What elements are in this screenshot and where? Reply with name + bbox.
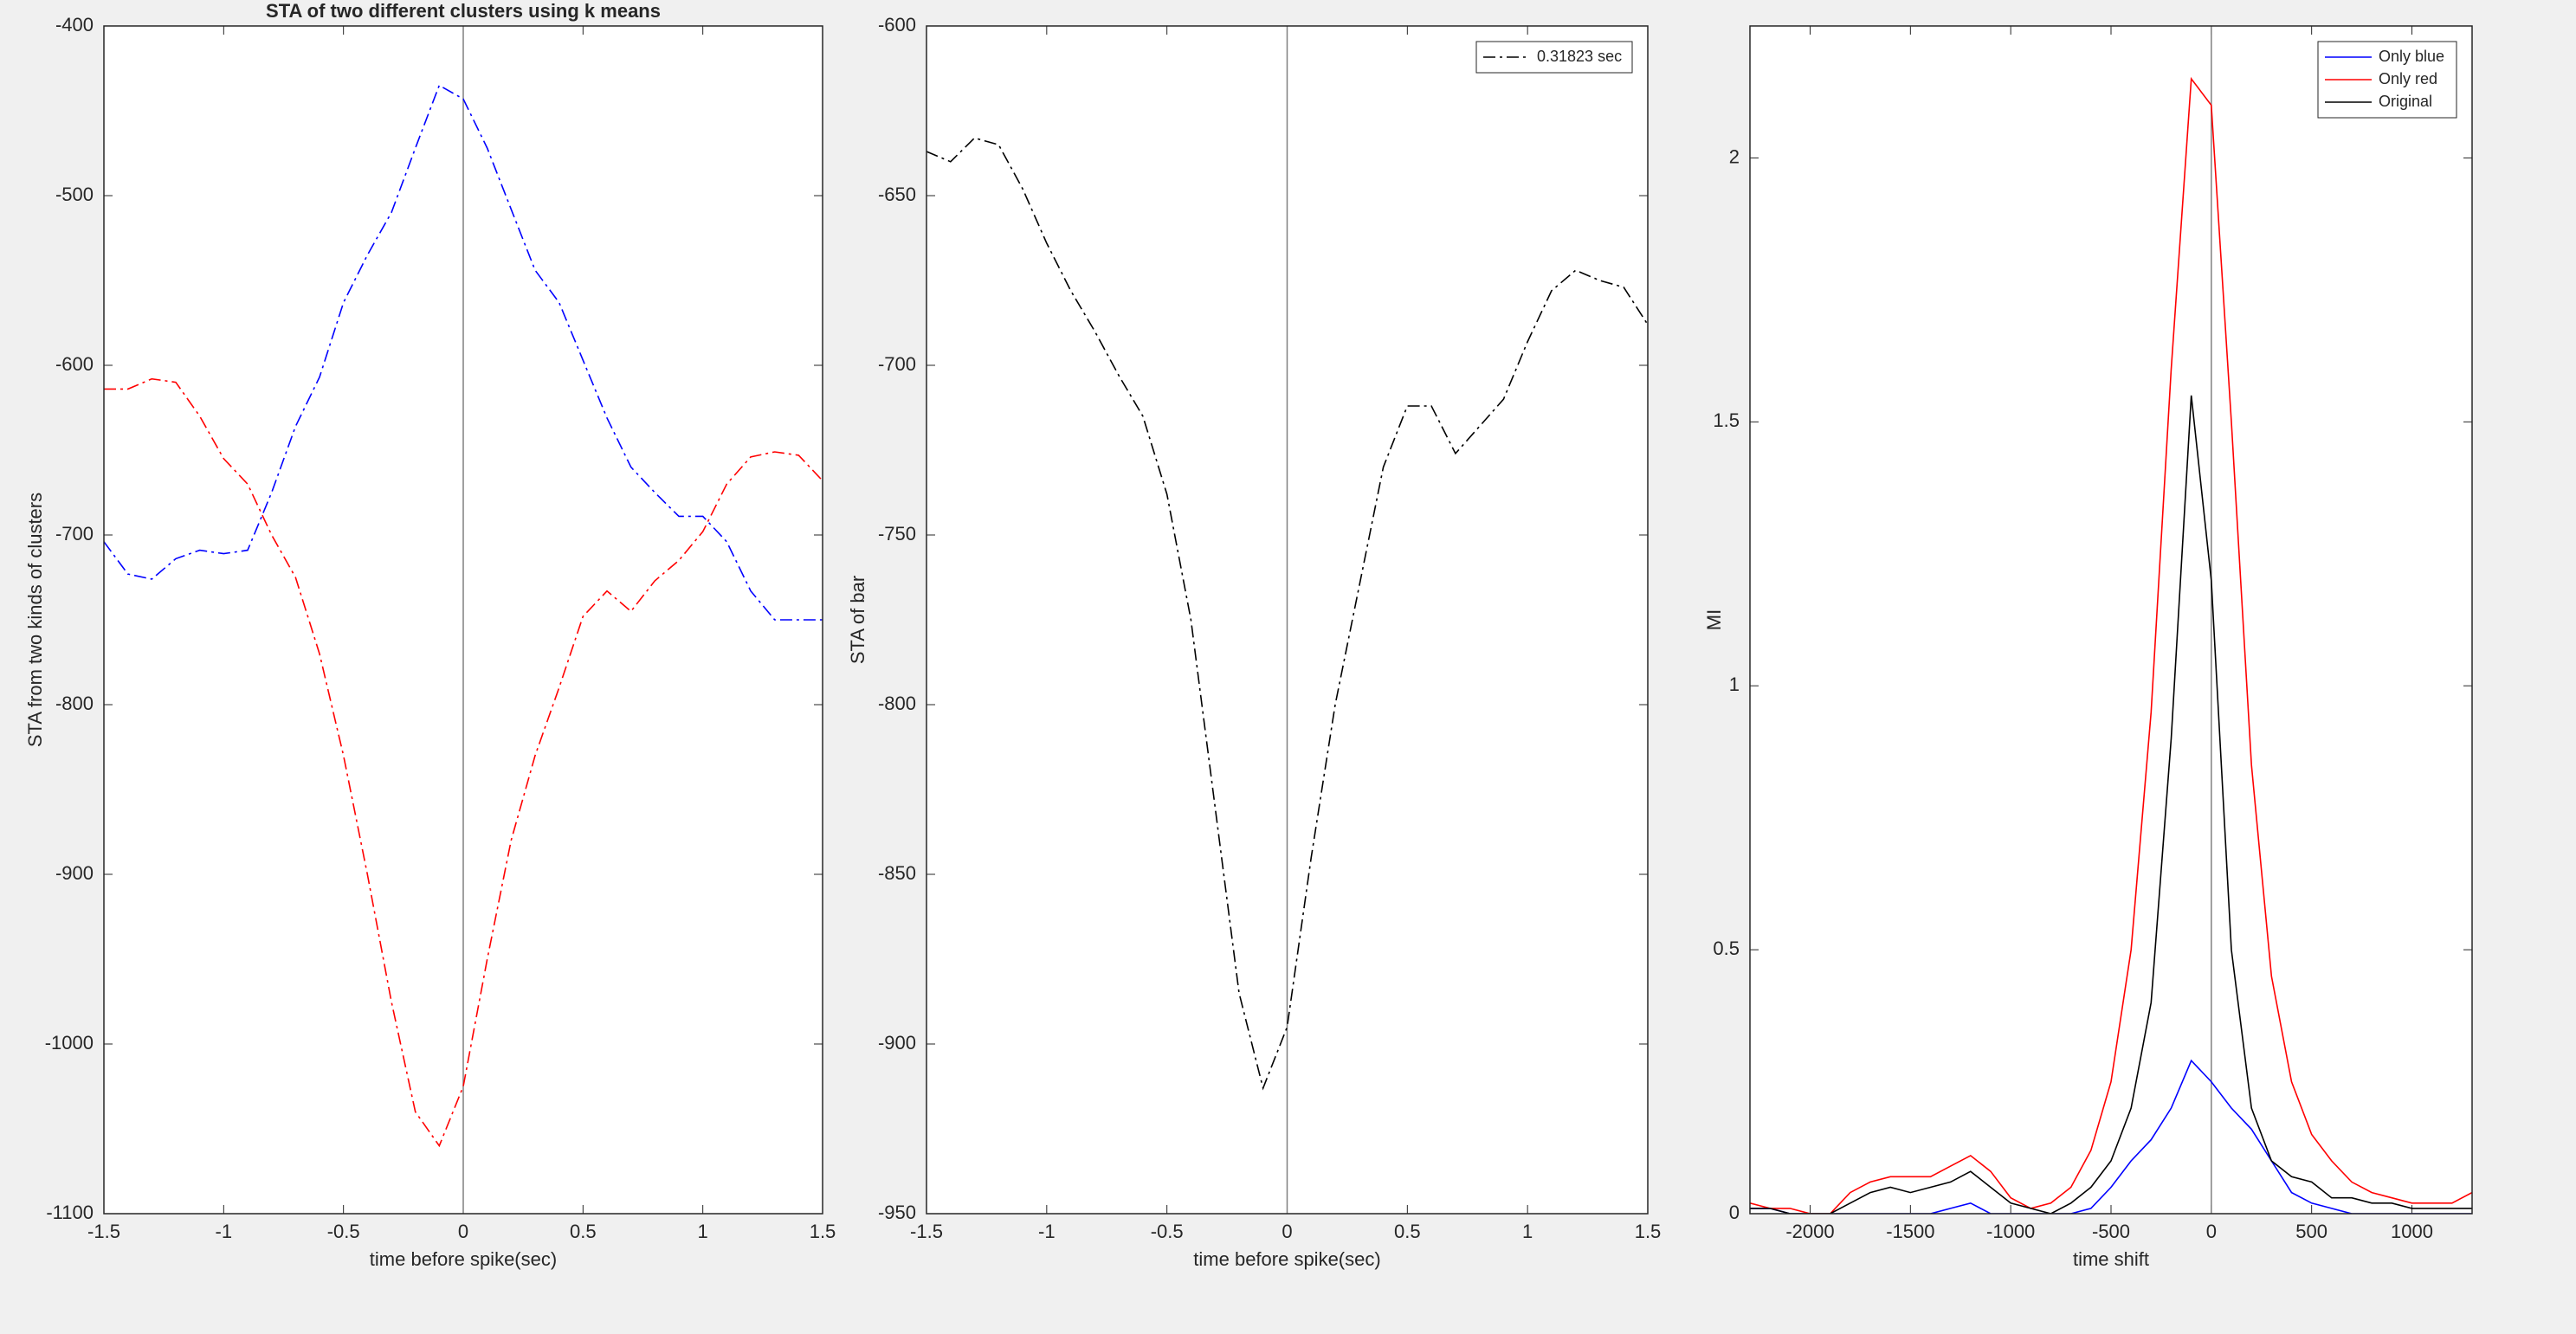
x-tick-label: 0.5: [570, 1221, 597, 1242]
x-tick-label: -1: [216, 1221, 233, 1242]
x-tick-label: 1: [1522, 1221, 1533, 1242]
x-tick-label: -1500: [1886, 1221, 1934, 1242]
x-tick-label: 1: [698, 1221, 708, 1242]
data-line: [1750, 395, 2472, 1214]
axes-box: [926, 25, 1649, 1215]
data-line: [1750, 1059, 2472, 1214]
x-tick-label: 1000: [2391, 1221, 2433, 1242]
x-axis-label: time before spike(sec): [370, 1248, 557, 1270]
y-tick-label: 0: [1729, 1202, 1740, 1223]
y-axis-label: STA of bar: [847, 576, 868, 664]
x-tick-label: 1.5: [810, 1221, 836, 1242]
y-tick-label: -700: [878, 353, 916, 375]
x-tick-label: -1.5: [910, 1221, 943, 1242]
axes-box: [103, 25, 823, 1215]
y-tick-label: -750: [878, 523, 916, 545]
x-tick-label: 0: [2206, 1221, 2217, 1242]
x-tick-label: 500: [2295, 1221, 2327, 1242]
y-tick-label: -700: [55, 523, 94, 545]
y-tick-label: -900: [55, 862, 94, 884]
axes-box: [1749, 25, 2473, 1215]
y-tick-label: -400: [55, 14, 94, 35]
x-tick-label: -1: [1038, 1221, 1056, 1242]
legend-label: 0.31823 sec: [1537, 48, 1622, 65]
y-tick-label: -600: [55, 353, 94, 375]
y-tick-label: -900: [878, 1032, 916, 1054]
x-tick-label: -1000: [1986, 1221, 2035, 1242]
legend-label: Only blue: [2379, 48, 2444, 65]
y-tick-label: -1100: [46, 1202, 94, 1223]
x-tick-label: 0.5: [1394, 1221, 1421, 1242]
x-tick-label: -1.5: [87, 1221, 120, 1242]
legend-label: Only red: [2379, 70, 2437, 87]
y-tick-label: 1: [1729, 673, 1740, 695]
data-line: [104, 84, 823, 621]
x-tick-label: -2000: [1785, 1221, 1834, 1242]
data-line: [1750, 76, 2472, 1214]
y-axis-label: STA from two kinds of clusters: [24, 493, 46, 747]
legend-label: Original: [2379, 93, 2432, 110]
x-tick-label: 0: [458, 1221, 468, 1242]
x-tick-label: -500: [2092, 1221, 2130, 1242]
y-tick-label: -800: [55, 693, 94, 714]
plot-area: [1750, 26, 2472, 1214]
y-tick-label: 1.5: [1713, 409, 1740, 431]
y-tick-label: -600: [878, 14, 916, 35]
y-tick-label: -500: [55, 184, 94, 205]
x-axis-label: time shift: [2073, 1248, 2149, 1270]
x-tick-label: -0.5: [1151, 1221, 1184, 1242]
y-tick-label: -950: [878, 1202, 916, 1223]
y-tick-label: -850: [878, 862, 916, 884]
x-tick-label: -0.5: [327, 1221, 360, 1242]
x-axis-label: time before spike(sec): [1193, 1248, 1380, 1270]
y-tick-label: -650: [878, 184, 916, 205]
x-tick-label: 1.5: [1635, 1221, 1662, 1242]
data-line: [104, 377, 823, 1148]
y-tick-label: -1000: [45, 1032, 94, 1054]
y-tick-label: -800: [878, 693, 916, 714]
y-tick-label: 0.5: [1713, 938, 1740, 959]
y-tick-label: 2: [1729, 145, 1740, 167]
y-axis-label: MI: [1703, 609, 1725, 630]
chart-title: STA of two different clusters using k me…: [266, 0, 661, 22]
data-line: [926, 137, 1648, 1091]
x-tick-label: 0: [1282, 1221, 1292, 1242]
